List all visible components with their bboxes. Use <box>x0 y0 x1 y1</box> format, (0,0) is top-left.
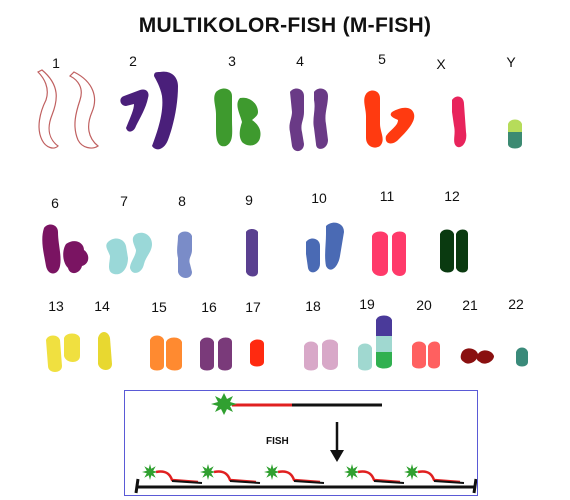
label-chr-3: 3 <box>228 53 236 69</box>
chromosome-17 <box>250 339 264 367</box>
chromosome-3 <box>214 88 261 147</box>
chromosome-10 <box>306 222 344 273</box>
label-chr-17: 17 <box>245 299 261 315</box>
signal-segment <box>213 470 257 484</box>
chromosome-20 <box>412 341 440 369</box>
label-chr-1: 1 <box>52 55 60 71</box>
chromosome-x <box>452 96 467 148</box>
bar-end-right <box>472 478 478 494</box>
chromosome-16 <box>200 337 232 371</box>
probe-burst-icon <box>142 464 158 480</box>
label-chr-20: 20 <box>416 297 432 313</box>
label-chr-19: 19 <box>359 296 375 312</box>
probe-burst-icon <box>344 464 360 480</box>
probe-dna-line <box>373 480 405 484</box>
probe-burst-icon <box>200 464 216 480</box>
probe-burst-icon <box>211 393 237 415</box>
label-chr-6: 6 <box>51 195 59 211</box>
chromosome-1 <box>36 69 100 149</box>
chromosome-4 <box>289 88 328 152</box>
chromosome-15 <box>150 335 182 371</box>
label-chr-18: 18 <box>305 298 321 314</box>
chromosome-19 <box>358 315 392 371</box>
hybridized-probes <box>142 464 465 484</box>
label-chr-15: 15 <box>151 299 167 315</box>
label-chr-7: 7 <box>120 193 128 209</box>
label-chr-8: 8 <box>178 193 186 209</box>
fish-frame <box>124 390 478 496</box>
page-title: MULTIKOLOR-FISH (M-FISH) <box>138 14 432 37</box>
chromosome-7 <box>106 232 152 275</box>
probe-burst-icon <box>264 464 280 480</box>
chromosome-2 <box>120 71 178 150</box>
label-chr-16: 16 <box>201 299 217 315</box>
chromosome-9 <box>246 229 258 277</box>
label-chr-10: 10 <box>311 190 327 206</box>
chromosome-y <box>508 119 522 149</box>
label-chr-2: 2 <box>129 53 137 69</box>
arrow-head-icon <box>330 450 344 462</box>
label-chr-x: X <box>436 56 446 72</box>
chromosome-18 <box>304 339 338 371</box>
probe-dna-line <box>171 480 203 484</box>
signal-segment <box>417 470 461 484</box>
fish-diagram <box>134 393 478 494</box>
bar-end-left <box>134 478 140 494</box>
chromosome-13 <box>46 333 80 372</box>
probe-dna-line <box>293 480 325 484</box>
label-chr-14: 14 <box>94 298 110 314</box>
chromosome-21 <box>460 348 494 364</box>
chromosome-6 <box>42 224 89 274</box>
chromosome-5 <box>364 90 415 148</box>
signal-segment <box>155 470 199 484</box>
signal-segment <box>357 470 401 484</box>
chromosome-22 <box>516 347 528 367</box>
label-chr-21: 21 <box>462 297 478 313</box>
label-chr-y: Y <box>506 54 516 70</box>
chromosome-14 <box>98 332 112 370</box>
probe-dna-line <box>229 480 261 484</box>
probe-dna-line <box>433 480 465 484</box>
label-chr-11: 11 <box>379 188 395 204</box>
label-chr-22: 22 <box>508 296 524 312</box>
chromosome-8 <box>177 231 192 278</box>
label-chr-13: 13 <box>48 298 64 314</box>
label-chr-9: 9 <box>245 192 253 208</box>
label-chr-12: 12 <box>444 188 460 204</box>
chromosome-11 <box>372 231 406 276</box>
label-chr-5: 5 <box>378 51 386 67</box>
probe-burst-icon <box>404 464 420 480</box>
fish-label: FISH <box>266 436 289 447</box>
label-chr-4: 4 <box>296 53 304 69</box>
chromosome-12 <box>440 229 468 273</box>
signal-segment <box>277 470 321 484</box>
